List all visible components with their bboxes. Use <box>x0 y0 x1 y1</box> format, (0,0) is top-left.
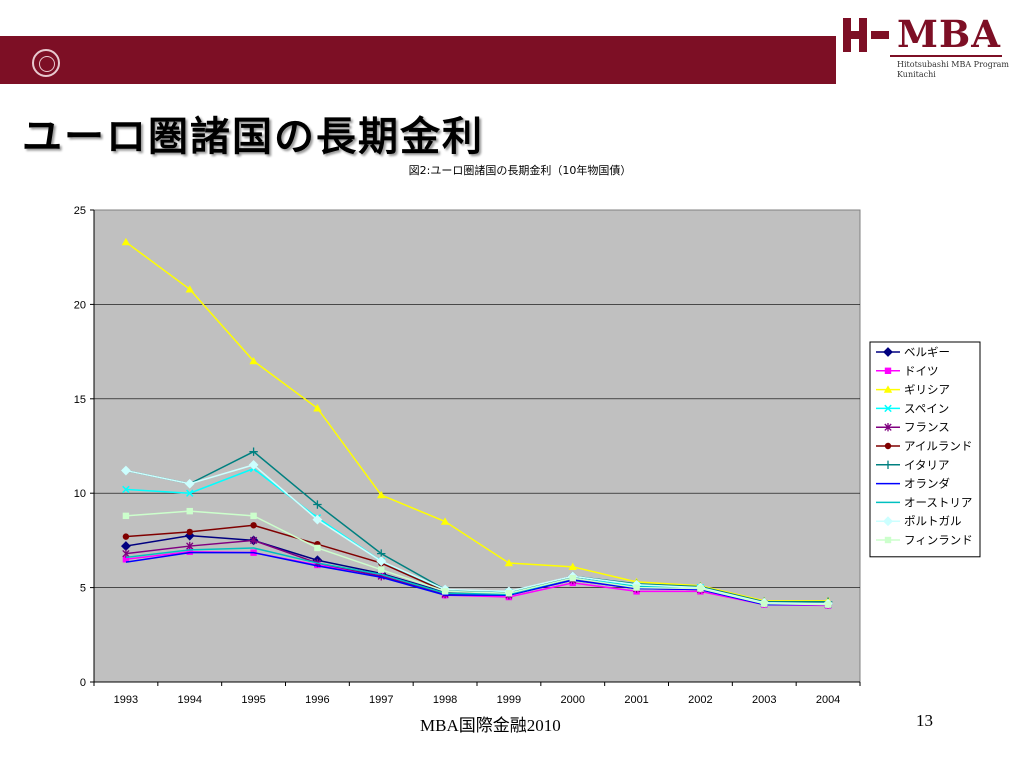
x-tick-label: 1994 <box>178 694 202 706</box>
data-point <box>121 465 131 476</box>
x-tick-label: 1993 <box>114 694 138 706</box>
page-number: 13 <box>916 711 933 730</box>
series-line <box>125 450 829 603</box>
x-tick-label: 2004 <box>816 694 840 706</box>
x-tick-label: 1996 <box>305 694 329 706</box>
plot-area <box>93 209 861 683</box>
university-seal-icon <box>32 49 60 77</box>
data-point <box>440 517 450 525</box>
data-point <box>122 556 130 563</box>
data-point <box>504 558 514 567</box>
data-point <box>250 522 257 529</box>
slide-title: ユーロ圏諸国の長期金利 <box>22 114 484 160</box>
legend-label: ギリシア <box>904 383 950 397</box>
x-tick-label: 2000 <box>561 694 585 706</box>
data-point <box>505 590 513 597</box>
x-tick-label: 1997 <box>369 694 393 706</box>
logo-subtitle: Hitotsubashi MBA Program Kunitachi <box>897 60 1017 80</box>
legend-marker <box>883 385 893 393</box>
legend-label: アイルランド <box>904 439 972 453</box>
series-line <box>125 510 829 606</box>
hitotsubashi-logo-icon <box>843 18 889 52</box>
logo-divider <box>890 55 1002 57</box>
data-point <box>186 528 193 536</box>
data-point <box>122 549 130 558</box>
data-point <box>313 500 322 509</box>
x-tick-label: 1999 <box>497 694 521 706</box>
x-tick-label: 2002 <box>688 694 712 706</box>
data-point <box>184 530 195 541</box>
data-point <box>249 356 258 365</box>
legend-label: フランス <box>904 420 950 434</box>
legend-marker <box>884 404 892 413</box>
series-line <box>125 551 829 606</box>
data-point <box>376 556 387 567</box>
header-bar <box>0 36 836 84</box>
data-point <box>378 566 385 573</box>
data-point <box>633 584 640 591</box>
legend-marker <box>883 347 893 357</box>
data-point <box>186 489 194 497</box>
data-point <box>186 541 194 551</box>
x-tick-label: 2001 <box>624 694 648 706</box>
y-tick-label: 25 <box>74 205 86 217</box>
legend-label: ポルトガル <box>904 514 962 528</box>
data-point <box>314 544 321 552</box>
data-point <box>122 512 130 520</box>
legend-marker <box>884 536 892 544</box>
x-tick-label: 1998 <box>433 694 457 706</box>
series-line <box>125 241 829 602</box>
legend-label: フィンランド <box>904 533 973 547</box>
data-point <box>185 285 194 293</box>
logo-subtitle-line1: Hitotsubashi MBA Program <box>897 60 1010 69</box>
y-tick-label: 20 <box>74 299 86 311</box>
footer-course-name: MBA国際金融2010 <box>420 716 561 735</box>
y-tick-label: 15 <box>74 394 86 406</box>
logo-subtitle-line2: Kunitachi <box>897 70 936 79</box>
legend-marker <box>884 442 892 450</box>
data-point <box>122 485 130 494</box>
legend-marker <box>884 367 892 374</box>
data-point <box>122 533 130 540</box>
y-tick-label: 10 <box>74 488 86 500</box>
data-point <box>569 574 576 582</box>
data-point <box>697 585 704 592</box>
data-point <box>312 514 323 525</box>
x-tick-label: 2003 <box>752 694 776 706</box>
mba-logo-text: MBA <box>897 12 1001 56</box>
data-point <box>377 490 386 499</box>
data-point <box>250 512 257 520</box>
legend-label: オランダ <box>904 477 950 491</box>
y-tick-label: 0 <box>80 677 86 689</box>
data-point <box>184 478 195 489</box>
legend-label: スペイン <box>904 401 949 415</box>
legend-marker <box>884 423 892 432</box>
data-point <box>824 601 832 608</box>
legend-label: オーストリア <box>904 495 972 509</box>
data-point <box>249 447 258 456</box>
chart-title: 図2:ユーロ圏諸国の長期金利（10年物国債） <box>408 164 632 177</box>
data-point <box>249 536 258 545</box>
x-tick-label: 1995 <box>241 694 265 706</box>
legend-label: ベルギー <box>904 345 950 359</box>
data-point <box>441 588 449 595</box>
legend-marker <box>883 516 893 527</box>
data-point <box>248 459 259 470</box>
data-point <box>313 404 322 412</box>
data-point <box>186 507 193 515</box>
legend-marker <box>883 460 893 469</box>
legend-label: ドイツ <box>904 364 939 378</box>
data-point <box>568 562 577 571</box>
series-line <box>125 464 829 605</box>
data-point <box>186 548 193 555</box>
data-point <box>121 237 131 246</box>
y-tick-label: 5 <box>80 583 86 595</box>
data-point <box>761 600 768 607</box>
legend-label: イタリア <box>904 458 950 472</box>
